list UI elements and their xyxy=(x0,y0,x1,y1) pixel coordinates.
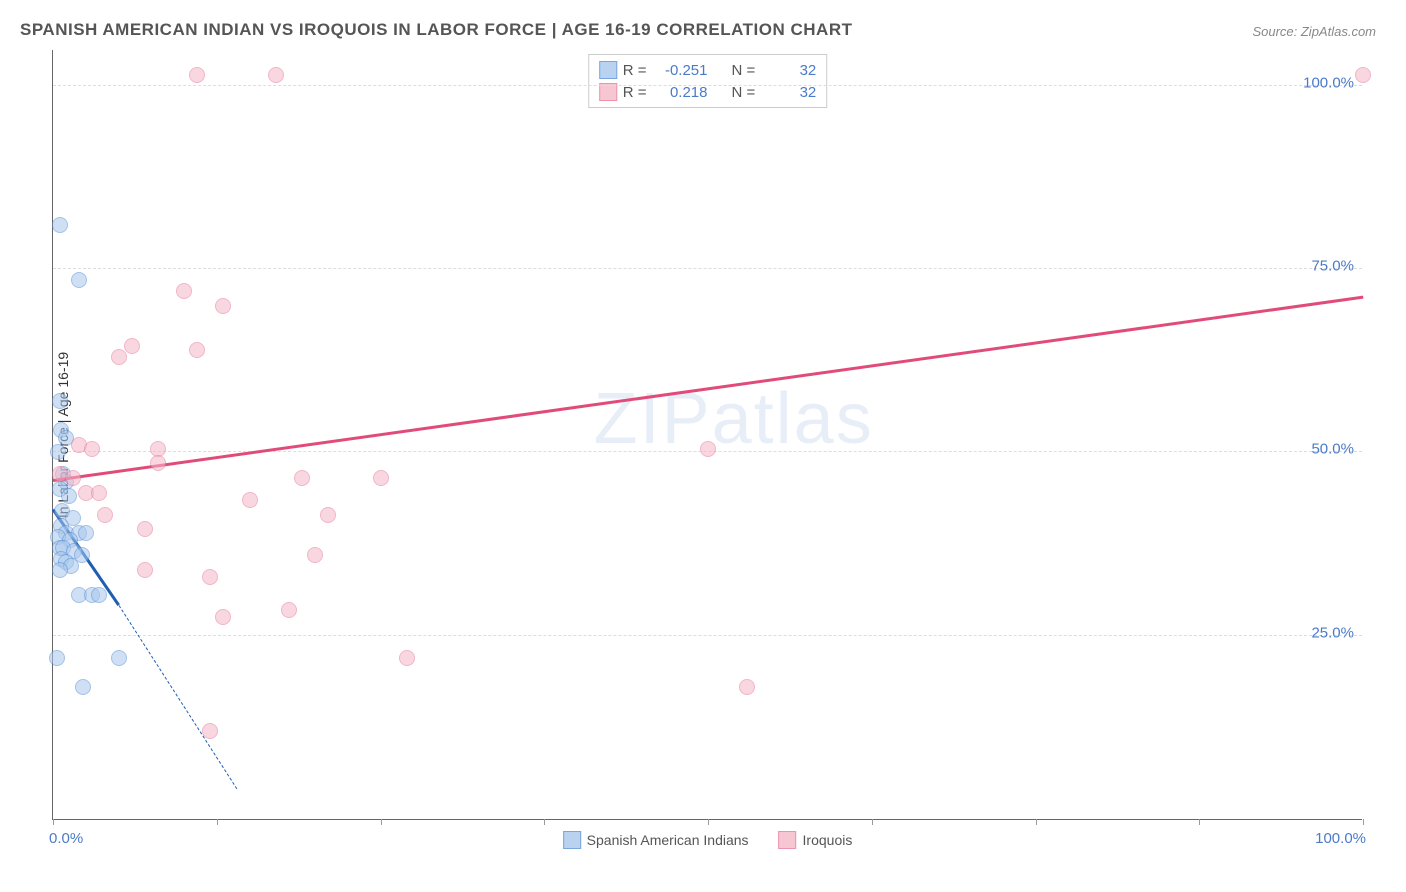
legend-correlation-row: R = -0.251 N = 32 xyxy=(599,59,817,81)
x-tick-label: 0.0% xyxy=(49,830,83,847)
data-point xyxy=(91,485,107,501)
r-value: 0.218 xyxy=(653,84,708,101)
x-tick xyxy=(1036,819,1037,825)
data-point xyxy=(137,562,153,578)
y-tick-label: 50.0% xyxy=(1311,441,1354,458)
data-point xyxy=(91,587,107,603)
data-point xyxy=(52,393,68,409)
data-point xyxy=(124,338,140,354)
legend-swatch xyxy=(599,61,617,79)
correlation-chart: SPANISH AMERICAN INDIAN VS IROQUOIS IN L… xyxy=(0,0,1406,892)
data-point xyxy=(52,562,68,578)
data-point xyxy=(150,455,166,471)
data-point xyxy=(75,679,91,695)
gridline xyxy=(53,268,1362,269)
data-point xyxy=(78,525,94,541)
data-point xyxy=(215,609,231,625)
y-tick-label: 100.0% xyxy=(1303,74,1354,91)
x-tick xyxy=(1199,819,1200,825)
n-value: 32 xyxy=(761,84,816,101)
x-tick xyxy=(544,819,545,825)
data-point xyxy=(242,492,258,508)
data-point xyxy=(189,67,205,83)
data-point xyxy=(50,444,66,460)
legend-swatch xyxy=(563,831,581,849)
legend-series-item: Spanish American Indians xyxy=(563,831,749,849)
data-point xyxy=(399,650,415,666)
data-point xyxy=(84,441,100,457)
x-tick xyxy=(217,819,218,825)
data-point xyxy=(320,507,336,523)
x-tick xyxy=(872,819,873,825)
data-point xyxy=(52,217,68,233)
n-label: N = xyxy=(732,84,756,101)
data-point xyxy=(111,650,127,666)
x-tick xyxy=(1363,819,1364,825)
data-point xyxy=(268,67,284,83)
x-tick xyxy=(708,819,709,825)
gridline xyxy=(53,635,1362,636)
legend-series-label: Spanish American Indians xyxy=(587,832,749,848)
data-point xyxy=(97,507,113,523)
r-value: -0.251 xyxy=(653,62,708,79)
trendline-extension xyxy=(118,606,237,790)
data-point xyxy=(373,470,389,486)
data-point xyxy=(71,272,87,288)
data-point xyxy=(61,488,77,504)
y-tick-label: 25.0% xyxy=(1311,624,1354,641)
chart-title: SPANISH AMERICAN INDIAN VS IROQUOIS IN L… xyxy=(20,20,852,40)
source-label: Source: ZipAtlas.com xyxy=(1252,24,1376,39)
data-point xyxy=(202,569,218,585)
x-tick-label: 100.0% xyxy=(1315,830,1366,847)
data-point xyxy=(150,441,166,457)
data-point xyxy=(65,470,81,486)
data-point xyxy=(215,298,231,314)
r-label: R = xyxy=(623,62,647,79)
data-point xyxy=(111,349,127,365)
data-point xyxy=(739,679,755,695)
legend-series-item: Iroquois xyxy=(779,831,853,849)
data-point xyxy=(49,650,65,666)
data-point xyxy=(307,547,323,563)
x-tick xyxy=(381,819,382,825)
r-label: R = xyxy=(623,84,647,101)
data-point xyxy=(281,602,297,618)
y-tick-label: 75.0% xyxy=(1311,258,1354,275)
data-point xyxy=(137,521,153,537)
legend-series: Spanish American Indians Iroquois xyxy=(563,831,853,849)
x-tick xyxy=(53,819,54,825)
data-point xyxy=(294,470,310,486)
gridline xyxy=(53,85,1362,86)
n-value: 32 xyxy=(761,62,816,79)
legend-swatch xyxy=(599,83,617,101)
legend-correlation: R = -0.251 N = 32 R = 0.218 N = 32 xyxy=(588,54,828,108)
data-point xyxy=(700,441,716,457)
legend-series-label: Iroquois xyxy=(803,832,853,848)
data-point xyxy=(202,723,218,739)
n-label: N = xyxy=(732,62,756,79)
legend-swatch xyxy=(779,831,797,849)
plot-area: In Labor Force | Age 16-19 ZIPatlas R =-… xyxy=(52,50,1362,820)
data-point xyxy=(189,342,205,358)
watermark: ZIPatlas xyxy=(594,378,874,460)
data-point xyxy=(176,283,192,299)
data-point xyxy=(1355,67,1371,83)
